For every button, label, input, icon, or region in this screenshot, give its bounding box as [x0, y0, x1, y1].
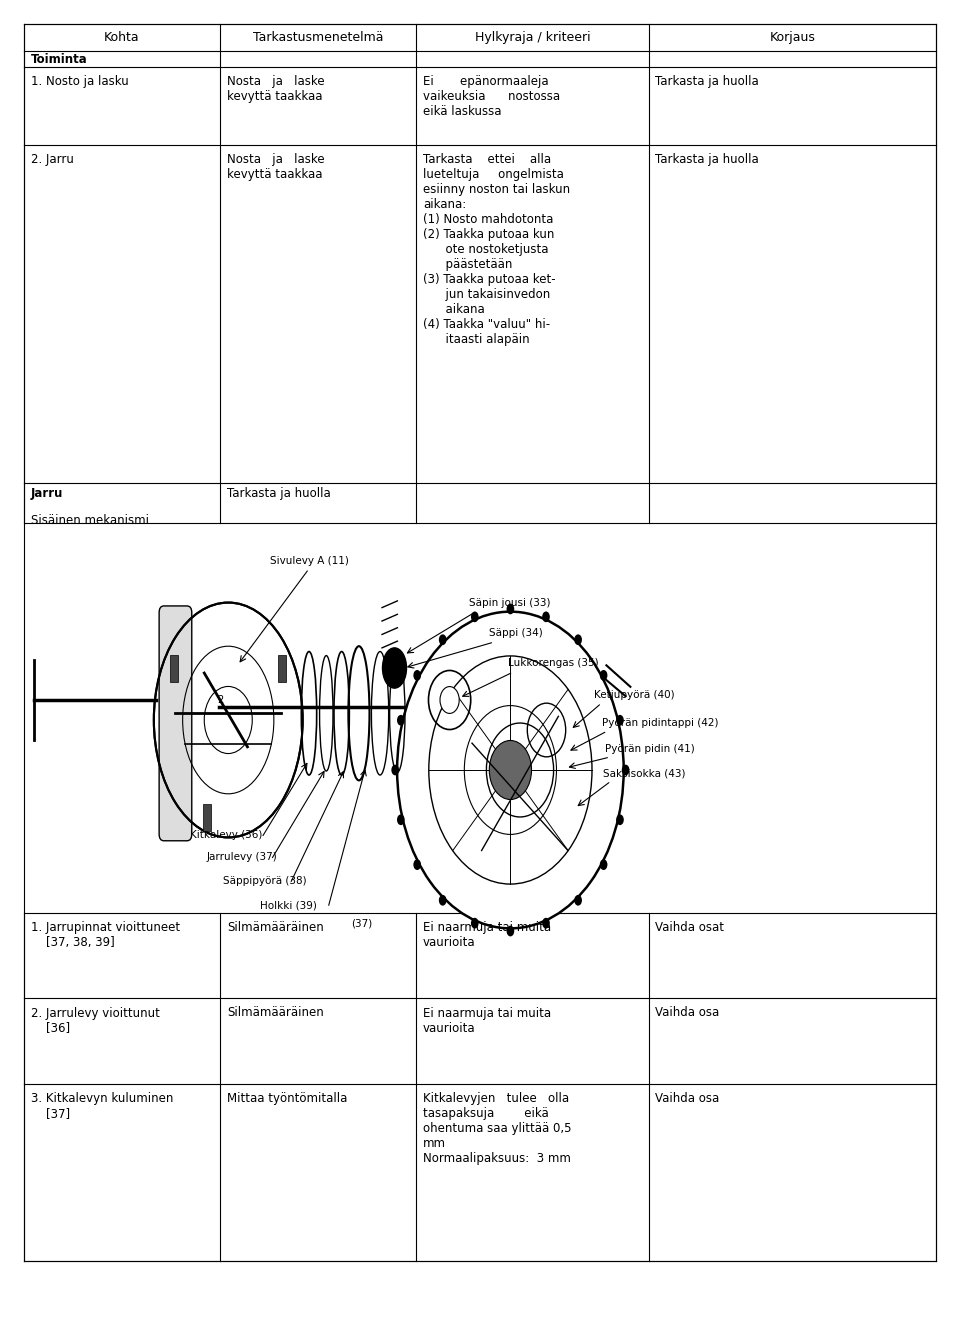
Circle shape	[616, 715, 624, 726]
Circle shape	[392, 765, 399, 776]
Text: 1. Jarrupinnat vioittuneet
    [37, 38, 39]: 1. Jarrupinnat vioittuneet [37, 38, 39]	[31, 921, 180, 949]
Text: Vaihda osat: Vaihda osat	[656, 921, 725, 934]
Text: Silmämääräinen: Silmämääräinen	[227, 1006, 324, 1020]
Text: Ei       epänormaaleja
vaikeuksia      nostossa
eikä laskussa: Ei epänormaaleja vaikeuksia nostossa eik…	[422, 75, 560, 118]
Bar	[170, 655, 178, 682]
Circle shape	[600, 670, 608, 680]
Text: Holkki (39): Holkki (39)	[259, 900, 317, 910]
Text: Säppipyörä (38): Säppipyörä (38)	[224, 876, 307, 886]
Text: Ei naarmuja tai muita
vaurioita: Ei naarmuja tai muita vaurioita	[422, 1006, 551, 1035]
Text: Vaihda osa: Vaihda osa	[656, 1092, 720, 1106]
Circle shape	[490, 741, 532, 800]
Circle shape	[616, 815, 624, 825]
Circle shape	[439, 635, 446, 646]
Text: 2: 2	[218, 695, 224, 705]
Circle shape	[542, 918, 550, 929]
Text: 1. Nosto ja lasku: 1. Nosto ja lasku	[31, 75, 129, 89]
Text: Pyörän pidintappi (42): Pyörän pidintappi (42)	[602, 718, 718, 727]
Circle shape	[574, 895, 582, 906]
Circle shape	[414, 859, 421, 870]
Circle shape	[507, 604, 515, 615]
Text: Jarru: Jarru	[31, 487, 63, 501]
Text: Tarkasta    ettei    alla
lueteltuja     ongelmista
esiinny noston tai laskun
ai: Tarkasta ettei alla lueteltuja ongelmist…	[422, 153, 570, 346]
Text: Silmämääräinen: Silmämääräinen	[227, 921, 324, 934]
Circle shape	[414, 670, 421, 680]
Text: Ei naarmuja tai muita
vaurioita: Ei naarmuja tai muita vaurioita	[422, 921, 551, 949]
Text: Sivulevy A (11): Sivulevy A (11)	[270, 556, 348, 566]
Text: Säppi (34): Säppi (34)	[490, 628, 543, 637]
Circle shape	[574, 635, 582, 646]
Circle shape	[542, 612, 550, 623]
Circle shape	[440, 687, 459, 714]
Circle shape	[471, 918, 479, 929]
Circle shape	[397, 612, 624, 929]
Text: Säpin jousi (33): Säpin jousi (33)	[468, 599, 550, 608]
Text: Hylkyraja / kriteeri: Hylkyraja / kriteeri	[474, 31, 590, 44]
Text: Nosta   ja   laske
kevyttä taakkaa: Nosta ja laske kevyttä taakkaa	[227, 153, 324, 181]
Text: Nosta   ja   laske
kevyttä taakkaa: Nosta ja laske kevyttä taakkaa	[227, 75, 324, 103]
FancyBboxPatch shape	[159, 607, 192, 841]
Text: 2. Jarru: 2. Jarru	[31, 153, 74, 166]
Text: Jarrulevy (37): Jarrulevy (37)	[206, 852, 277, 862]
Text: Kitkalevyjen   tulee   olla
tasapaksuja        eikä
ohentuma saa ylittää 0,5
mm
: Kitkalevyjen tulee olla tasapaksuja eikä…	[422, 1092, 571, 1165]
Text: Kitkalevy (36): Kitkalevy (36)	[190, 829, 263, 840]
Text: Kohta: Kohta	[105, 31, 140, 44]
Circle shape	[439, 895, 446, 906]
Text: Sisäinen mekanismi: Sisäinen mekanismi	[31, 514, 149, 527]
Text: Toiminta: Toiminta	[31, 52, 87, 66]
Text: Tarkastusmenetelmä: Tarkastusmenetelmä	[252, 31, 383, 44]
Ellipse shape	[154, 603, 302, 837]
Text: Saksisokka (43): Saksisokka (43)	[604, 768, 686, 778]
Circle shape	[507, 926, 515, 937]
Text: Pyörän pidin (41): Pyörän pidin (41)	[606, 743, 695, 754]
Circle shape	[471, 612, 479, 623]
Circle shape	[397, 715, 405, 726]
Text: Tarkasta ja huolla: Tarkasta ja huolla	[656, 75, 759, 89]
Circle shape	[622, 765, 630, 776]
Text: Tarkasta ja huolla: Tarkasta ja huolla	[656, 153, 759, 166]
Bar	[278, 655, 286, 682]
Text: (37): (37)	[350, 918, 372, 929]
Text: 3. Kitkalevyn kuluminen
    [37]: 3. Kitkalevyn kuluminen [37]	[31, 1092, 173, 1121]
Circle shape	[600, 859, 608, 870]
Text: Tarkasta ja huolla: Tarkasta ja huolla	[227, 487, 330, 501]
Text: Lukkorengas (35): Lukkorengas (35)	[509, 658, 599, 668]
Text: Mittaa työntömitalla: Mittaa työntömitalla	[227, 1092, 348, 1106]
Text: Vaihda osa: Vaihda osa	[656, 1006, 720, 1020]
Text: Korjaus: Korjaus	[769, 31, 815, 44]
Bar	[204, 804, 211, 831]
Ellipse shape	[382, 648, 406, 688]
Text: Ketjupyörä (40): Ketjupyörä (40)	[594, 690, 675, 701]
Circle shape	[397, 815, 405, 825]
Text: 2. Jarrulevy vioittunut
    [36]: 2. Jarrulevy vioittunut [36]	[31, 1006, 159, 1035]
